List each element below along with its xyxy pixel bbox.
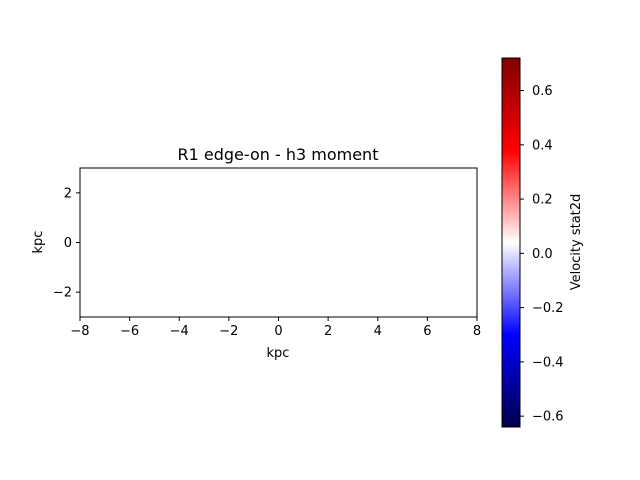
x-axis-label: kpc (267, 346, 290, 361)
colorbar-tick-label: 0.0 (532, 247, 553, 262)
x-tick-label: 8 (473, 324, 481, 339)
y-axis-label: kpc (31, 231, 46, 254)
x-tick-label: −2 (219, 324, 238, 339)
plot-area (79, 167, 478, 318)
y-tick-label: 0 (64, 236, 72, 251)
colorbar-tick-label: 0.2 (532, 193, 553, 208)
x-tick-label: −6 (120, 324, 139, 339)
colorbar-ticks: −0.6 −0.4 −0.2 0.0 0.2 0.4 0.6 (520, 84, 564, 425)
x-tick-label: −8 (70, 324, 89, 339)
colorbar-tick-label: −0.2 (532, 301, 564, 316)
colorbar-tick-label: 0.4 (532, 138, 553, 153)
y-axis-ticks: −2 0 2 (53, 186, 80, 301)
x-axis-ticks: −8 −6 −4 −2 0 2 4 6 8 (70, 317, 481, 339)
colorbar-tick-label: −0.4 (532, 355, 564, 370)
x-tick-label: 6 (423, 324, 431, 339)
colorbar-tick-label: 0.6 (532, 84, 553, 99)
x-tick-label: −4 (170, 324, 189, 339)
x-tick-label: 0 (274, 324, 282, 339)
x-tick-label: 4 (374, 324, 382, 339)
colorbar-tick-label: −0.6 (532, 410, 564, 425)
colorbar (501, 57, 521, 428)
x-tick-label: 2 (324, 324, 332, 339)
y-tick-label: 2 (64, 186, 72, 201)
chart-title: R1 edge-on - h3 moment (178, 145, 379, 164)
colorbar-label: Velocity stat2d (569, 194, 584, 291)
y-tick-label: −2 (53, 286, 72, 301)
